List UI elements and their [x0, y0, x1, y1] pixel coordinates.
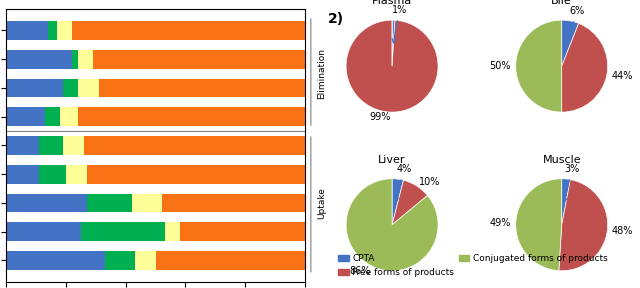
Bar — [72, 21, 305, 40]
Title: Muscle: Muscle — [543, 155, 581, 165]
Wedge shape — [562, 23, 608, 112]
Bar — [60, 107, 78, 126]
Bar — [78, 107, 305, 126]
Wedge shape — [392, 180, 428, 225]
Text: 48%: 48% — [612, 226, 633, 236]
Bar — [6, 165, 39, 183]
Title: Bile: Bile — [551, 0, 572, 6]
Text: 99%: 99% — [369, 112, 390, 122]
Text: 10%: 10% — [419, 177, 440, 187]
Bar — [93, 50, 305, 69]
Wedge shape — [346, 20, 438, 112]
Bar — [87, 165, 305, 183]
Bar — [78, 50, 93, 69]
Bar — [39, 165, 66, 183]
Title: Liver: Liver — [378, 155, 406, 165]
Bar — [48, 21, 57, 40]
Bar — [162, 194, 305, 212]
Text: Uptake: Uptake — [317, 187, 326, 219]
Wedge shape — [516, 179, 562, 271]
Text: 50%: 50% — [490, 61, 511, 71]
Bar — [6, 251, 105, 270]
Bar — [81, 222, 164, 241]
Bar — [45, 107, 60, 126]
Legend: CPTA, Free forms of products, Conjugated forms of products: CPTA, Free forms of products, Conjugated… — [334, 251, 611, 281]
Text: 49%: 49% — [490, 218, 511, 228]
Bar — [135, 251, 156, 270]
Bar — [72, 50, 78, 69]
Title: Plasma: Plasma — [372, 0, 412, 6]
Bar — [63, 136, 84, 155]
Text: 2): 2) — [328, 12, 344, 26]
Wedge shape — [562, 20, 579, 66]
Bar — [156, 251, 305, 270]
Bar — [6, 222, 81, 241]
Bar — [57, 21, 72, 40]
Text: 1%: 1% — [392, 5, 407, 43]
Bar — [87, 194, 132, 212]
Bar — [6, 50, 72, 69]
Bar — [132, 194, 162, 212]
Text: 3%: 3% — [563, 164, 580, 202]
Text: 86%: 86% — [349, 266, 371, 276]
Bar — [99, 79, 305, 97]
Bar — [78, 79, 99, 97]
Bar — [6, 21, 48, 40]
Bar — [63, 79, 78, 97]
Bar — [6, 79, 63, 97]
Bar — [84, 136, 305, 155]
Bar — [6, 194, 87, 212]
Wedge shape — [392, 179, 403, 225]
Bar — [6, 136, 39, 155]
Bar — [164, 222, 180, 241]
Bar — [180, 222, 305, 241]
Wedge shape — [346, 179, 438, 271]
Text: Elimination: Elimination — [317, 48, 326, 99]
Bar — [66, 165, 87, 183]
Text: 6%: 6% — [566, 6, 584, 43]
Bar — [39, 136, 63, 155]
Bar — [105, 251, 135, 270]
Wedge shape — [392, 20, 395, 66]
Bar — [6, 107, 45, 126]
Wedge shape — [559, 180, 608, 271]
Wedge shape — [562, 179, 570, 225]
Text: 44%: 44% — [611, 71, 633, 81]
Wedge shape — [516, 20, 562, 112]
Text: 4%: 4% — [395, 164, 412, 202]
